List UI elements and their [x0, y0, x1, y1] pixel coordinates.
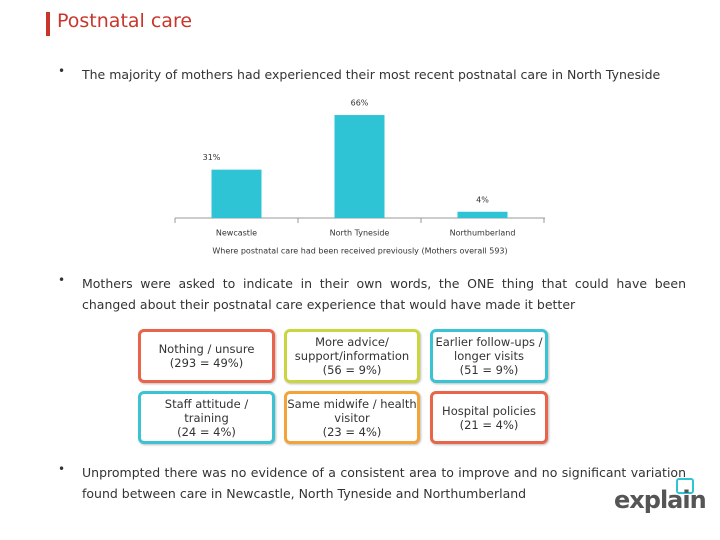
- logo-text: explain: [614, 486, 707, 514]
- box-line: Staff attitude /: [164, 396, 249, 411]
- box-line: (56 = 9%): [322, 363, 382, 377]
- box-line: (21 = 4%): [459, 417, 519, 432]
- suggestion-box: Hospital policies (21 = 4%): [430, 391, 548, 444]
- box-line: visitor: [334, 410, 370, 425]
- bullet-dot: •: [58, 273, 66, 287]
- chart: Where postnatal care had been received p…: [174, 99, 545, 256]
- box-line: Nothing / unsure: [158, 342, 255, 356]
- logo: explain: [614, 478, 707, 514]
- bullet-dot: •: [58, 462, 66, 476]
- suggestion-box: Earlier follow-ups / longer visits (51 = 9…: [430, 329, 548, 383]
- box-line: longer visits: [454, 349, 524, 363]
- x-tick-label: North Tyneside: [330, 229, 390, 238]
- value-label: 66%: [351, 99, 369, 108]
- bullet-dot: •: [58, 64, 66, 78]
- box-line: More advice/: [315, 335, 389, 349]
- logo-icon: [676, 478, 694, 494]
- box-line: Earlier follow-ups /: [435, 335, 543, 349]
- title-accent: [46, 12, 50, 36]
- value-label: 4%: [476, 195, 489, 204]
- suggestion-box: Nothing / unsure (293 = 49%): [138, 329, 275, 383]
- suggestion-box: More advice/support/information (56 = 9%): [284, 329, 420, 383]
- box-line: (24 = 4%): [177, 424, 236, 439]
- slide-title: Postnatal care: [57, 10, 193, 32]
- bar: [457, 211, 508, 218]
- value-label: 31%: [203, 153, 221, 162]
- suggestion-box: Staff attitude / training (24 = 4%): [138, 391, 275, 444]
- suggestion-box: Same midwife / health visitor (23 = 4%): [284, 391, 420, 444]
- x-axis-title: Where postnatal care had been received p…: [212, 247, 507, 256]
- box-line: Same midwife / health: [287, 396, 417, 411]
- box-line: (51 = 9%): [459, 363, 519, 377]
- bar: [334, 115, 385, 218]
- box-line: (293 = 49%): [169, 356, 244, 370]
- box-line: Hospital policies: [442, 403, 536, 418]
- box-line: (23 = 4%): [322, 424, 382, 439]
- x-tick-label: Newcastle: [216, 229, 257, 238]
- box-line: support/information: [294, 349, 410, 363]
- bar: [211, 169, 262, 218]
- bullet-text: Mothers were asked to indicate in their …: [82, 276, 686, 312]
- x-tick-label: Northumberland: [450, 229, 516, 238]
- box-line: training: [184, 410, 229, 425]
- bullet-text: The majority of mothers had experienced …: [82, 67, 661, 82]
- bullet-text: Unprompted there was no evidence of a co…: [82, 465, 686, 501]
